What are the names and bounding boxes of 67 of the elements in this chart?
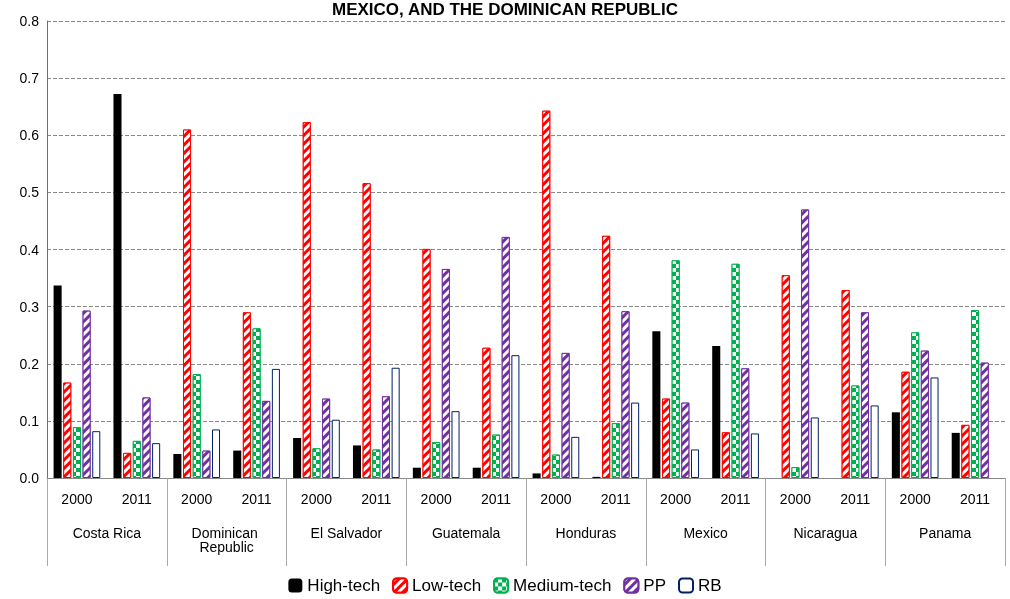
- bar: [532, 473, 541, 478]
- bar: [211, 429, 221, 478]
- bar: [930, 377, 939, 478]
- bar: [571, 436, 580, 478]
- x-tick-label: 2000: [779, 491, 812, 507]
- bar: [652, 331, 661, 478]
- bar: [951, 432, 960, 478]
- x-tick-label: 2000: [660, 491, 692, 507]
- bar: [412, 467, 421, 478]
- x-tick-label: 2000: [899, 491, 931, 507]
- legend-label: Low-tech: [412, 576, 482, 595]
- x-tick-label: 2011: [241, 491, 272, 507]
- x-tick-label: 2000: [300, 491, 333, 507]
- bar: [233, 450, 242, 478]
- x-tick-label: 2011: [960, 491, 991, 507]
- legend-label: PP: [643, 576, 667, 595]
- x-tick-label: 2011: [121, 491, 153, 507]
- text: El Salvador: [310, 525, 383, 541]
- bar: [750, 433, 759, 478]
- x-tick-label: 2000: [540, 491, 572, 507]
- text: Mexico: [683, 525, 728, 541]
- legend-label: High-tech: [307, 576, 381, 595]
- y-tick-label: 0.1: [19, 412, 40, 429]
- y-tick-label: 0.3: [19, 298, 40, 315]
- text: Panama: [919, 525, 972, 541]
- x-tick-label: 2011: [481, 491, 512, 507]
- bar: [810, 417, 819, 478]
- y-tick-label: 0.8: [19, 13, 40, 29]
- bar: [53, 285, 62, 478]
- bar: [451, 411, 460, 478]
- bar: [690, 449, 700, 478]
- text: Dominican Republic: [191, 525, 262, 555]
- x-tick-label: 2011: [361, 491, 392, 507]
- y-tick-label: 0.6: [19, 127, 40, 144]
- bar: [511, 355, 520, 478]
- y-tick-label: 0.5: [19, 184, 40, 201]
- legend-label: Medium-tech: [513, 576, 612, 595]
- legend-label: RB: [698, 576, 722, 595]
- bar: [870, 405, 879, 478]
- bar: [113, 94, 122, 478]
- bar: [173, 454, 182, 478]
- bar: [293, 438, 302, 478]
- x-tick-label: 2000: [61, 491, 93, 507]
- bar: [352, 445, 362, 478]
- bar: [271, 368, 280, 478]
- bar: [152, 443, 161, 478]
- x-tick-label: 2000: [181, 491, 213, 507]
- y-tick-label: 0.4: [19, 241, 40, 258]
- y-tick-label: 0.7: [19, 70, 40, 87]
- text: Nicaragua: [793, 525, 858, 541]
- text: Guatemala: [431, 525, 501, 541]
- x-tick-label: 2011: [840, 491, 871, 507]
- y-tick-label: 0.2: [19, 355, 40, 372]
- x-tick-label: 2011: [720, 491, 751, 507]
- bar: [391, 367, 400, 478]
- bar: [631, 402, 640, 478]
- bar: [472, 467, 481, 478]
- bar: [331, 419, 340, 478]
- bar: [92, 431, 101, 478]
- bar: [891, 412, 900, 478]
- y-tick-label: 0.0: [19, 470, 40, 486]
- chart-title: MEXICO, AND THE DOMINICAN REPUBLIC: [332, 0, 678, 19]
- text: Honduras: [555, 525, 617, 541]
- text: Costa Rica: [72, 525, 142, 541]
- x-tick-label: 2011: [600, 491, 632, 507]
- x-tick-label: 2000: [420, 491, 452, 507]
- bar: [712, 346, 721, 478]
